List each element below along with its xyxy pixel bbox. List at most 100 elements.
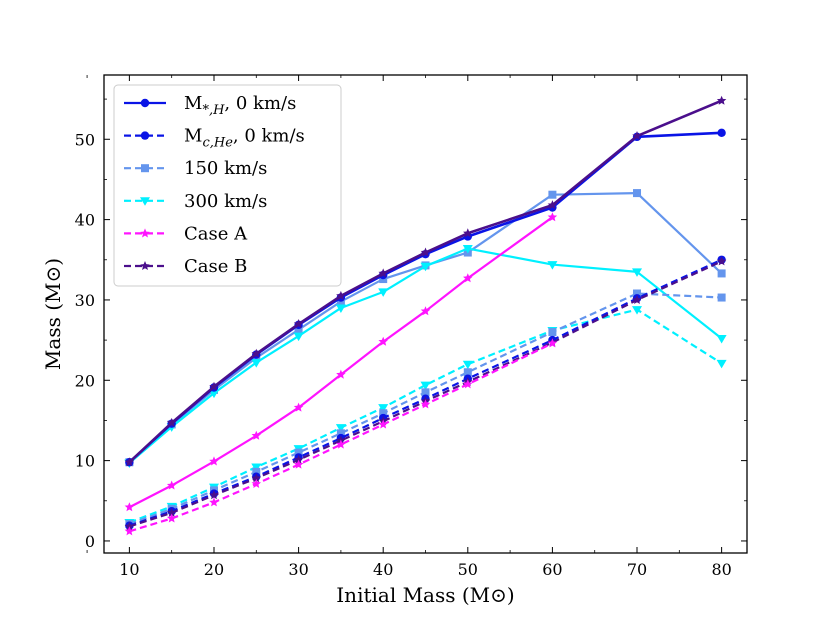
data-point <box>294 448 303 457</box>
data-point <box>462 245 473 254</box>
series-6 <box>125 289 726 529</box>
legend-box <box>113 84 342 287</box>
y-tick-label: 30 <box>75 291 95 310</box>
series-line <box>128 99 723 464</box>
y-tick-label: 0 <box>85 532 95 551</box>
data-point <box>335 424 346 433</box>
legend: M*,H, 0 km/s Mc,He, 0 km/s 150 km/s 300 km/… <box>113 84 342 287</box>
legend-entry-4: Case A <box>124 223 248 244</box>
legend-entry-2: 150 km/s <box>124 158 267 179</box>
data-point <box>548 328 557 337</box>
data-point <box>252 467 261 476</box>
data-point <box>463 228 473 238</box>
x-tick-label: 40 <box>373 560 393 579</box>
data-point <box>547 338 558 348</box>
data-point <box>209 490 219 500</box>
data-point <box>251 359 262 368</box>
series-line <box>128 247 723 464</box>
data-point <box>378 419 388 429</box>
data-point <box>378 404 389 413</box>
data-point <box>547 261 558 270</box>
data-point <box>633 189 642 198</box>
series-9 <box>124 338 558 536</box>
legend-label: 300 km/s <box>184 191 267 212</box>
legend-marker <box>140 197 150 206</box>
data-point <box>124 457 135 467</box>
legend-marker <box>140 98 150 108</box>
legend-marker <box>140 131 150 140</box>
data-point <box>124 526 135 536</box>
legend-marker <box>140 228 150 238</box>
data-point <box>336 429 345 438</box>
data-point <box>251 478 262 488</box>
x-tick-label: 70 <box>627 560 647 579</box>
legend-label: 150 km/s <box>184 158 267 179</box>
data-point <box>378 268 388 278</box>
data-point <box>717 293 726 302</box>
legend-entry-0: M*,H, 0 km/s <box>124 93 296 118</box>
data-point <box>420 262 431 272</box>
series-2 <box>124 212 558 512</box>
y-tick-label: 20 <box>75 371 95 390</box>
series-line <box>128 308 723 524</box>
x-tick-label: 80 <box>711 560 731 579</box>
data-point <box>378 336 388 346</box>
y-tick-label: 10 <box>75 452 95 471</box>
series-line <box>128 216 554 509</box>
y-tick-label: 50 <box>75 130 95 149</box>
legend-entry-3: 300 km/s <box>124 191 267 212</box>
legend-entry-1: Mc,He, 0 km/s <box>124 126 305 151</box>
data-point <box>293 402 304 412</box>
data-point <box>336 369 346 379</box>
y-axis-label: Mass (M⊙) <box>41 258 65 370</box>
data-point <box>716 335 727 344</box>
series-line <box>129 342 553 533</box>
data-point <box>294 325 303 334</box>
x-tick-label: 20 <box>204 560 224 579</box>
data-point <box>420 399 431 409</box>
data-point <box>336 439 346 449</box>
x-tick-label: 30 <box>288 560 308 579</box>
data-point <box>166 480 177 490</box>
legend-entry-5: Case B <box>124 256 247 277</box>
x-axis-label: Initial Mass (M⊙) <box>336 583 514 607</box>
data-point <box>716 95 727 105</box>
data-point <box>463 273 473 283</box>
data-point <box>633 289 642 298</box>
data-point <box>293 319 304 329</box>
series-line <box>129 292 722 526</box>
legend-marker <box>141 164 149 173</box>
legend-label: Case A <box>184 223 248 244</box>
data-point <box>251 430 262 440</box>
data-point <box>717 269 726 278</box>
ticks-group: 10 20 30 40 50 60 70 80 0 10 20 30 40 50 <box>75 75 747 579</box>
data-point <box>632 306 643 315</box>
data-point <box>208 389 219 399</box>
data-point <box>463 379 473 389</box>
data-point <box>209 456 219 466</box>
legend-label: Mc,He, 0 km/s <box>184 126 305 151</box>
series-line <box>129 260 723 528</box>
series-4 <box>124 95 727 467</box>
data-point <box>717 128 726 138</box>
series-line <box>129 258 723 527</box>
data-point <box>293 332 304 342</box>
data-point <box>166 513 177 523</box>
data-point <box>336 290 346 300</box>
series-group <box>124 95 727 536</box>
data-point <box>166 507 177 517</box>
data-point <box>293 459 304 469</box>
data-point <box>124 502 135 512</box>
data-point <box>632 268 643 277</box>
x-tick-label: 60 <box>542 560 562 579</box>
legend-label: M*,H, 0 km/s <box>184 93 296 118</box>
data-point <box>166 417 177 427</box>
data-point <box>547 200 558 210</box>
data-point <box>293 454 304 464</box>
data-point <box>421 388 430 397</box>
data-point <box>124 521 135 531</box>
legend-label: Case B <box>184 256 247 277</box>
data-point <box>632 294 642 304</box>
data-point <box>632 131 642 141</box>
